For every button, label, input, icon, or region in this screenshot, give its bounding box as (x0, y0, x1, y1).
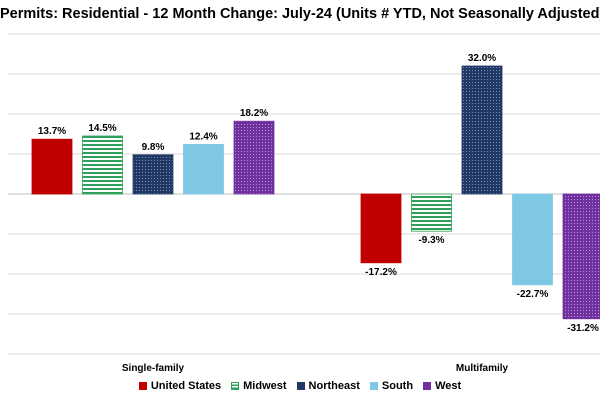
legend-item-midwest: Midwest (231, 380, 287, 392)
data-label: -31.2% (567, 323, 599, 334)
bar-south-multifamily (512, 193, 553, 286)
category-label: Multifamily (456, 363, 509, 374)
bar-south-single-family (183, 143, 224, 195)
legend-item-south: South (369, 380, 414, 392)
data-label: -9.3% (418, 235, 444, 246)
bar-northeast-multifamily (461, 65, 503, 195)
data-label: 9.8% (142, 142, 165, 153)
data-labels: 13.7% 14.5% 9.8% 12.4% 18.2% -17.2% -9.3% 32.0%… (38, 53, 599, 334)
legend-swatch (423, 382, 432, 390)
data-label: 14.5% (88, 123, 116, 134)
bar-united-states-multifamily (360, 193, 402, 264)
data-label: 13.7% (38, 126, 66, 137)
data-label: -17.2% (365, 267, 397, 278)
bar-west-multifamily (562, 193, 600, 320)
category-labels: Single-family Multifamily (122, 363, 509, 374)
legend-swatch (369, 382, 378, 390)
bar-united-states-single-family (31, 138, 73, 195)
data-label: -22.7% (517, 289, 549, 300)
legend-swatch (296, 382, 305, 390)
legend-label: West (435, 380, 462, 392)
legend-item-west: West (423, 380, 461, 392)
legend-item-united-states: United States (138, 380, 222, 392)
bar-west-single-family (233, 120, 275, 195)
legend-label: United States (150, 380, 222, 392)
bars (31, 65, 600, 320)
legend: United States Midwest Northeast South West (0, 380, 600, 392)
legend-label: Northeast (308, 380, 360, 392)
legend-label: South (381, 380, 414, 392)
bar-midwest-multifamily (411, 193, 452, 232)
legend-swatch (231, 382, 240, 390)
legend-swatch (138, 382, 147, 390)
data-label: 18.2% (240, 108, 268, 119)
category-label: Single-family (122, 363, 185, 374)
legend-label: Midwest (243, 380, 287, 392)
chart-title: Permits: Residential - 12 Month Change: … (0, 6, 600, 22)
bar-northeast-single-family (132, 154, 174, 195)
legend-item-northeast: Northeast (296, 380, 360, 392)
bar-midwest-single-family (82, 135, 123, 195)
data-label: 12.4% (189, 131, 217, 142)
data-label: 32.0% (468, 53, 496, 64)
